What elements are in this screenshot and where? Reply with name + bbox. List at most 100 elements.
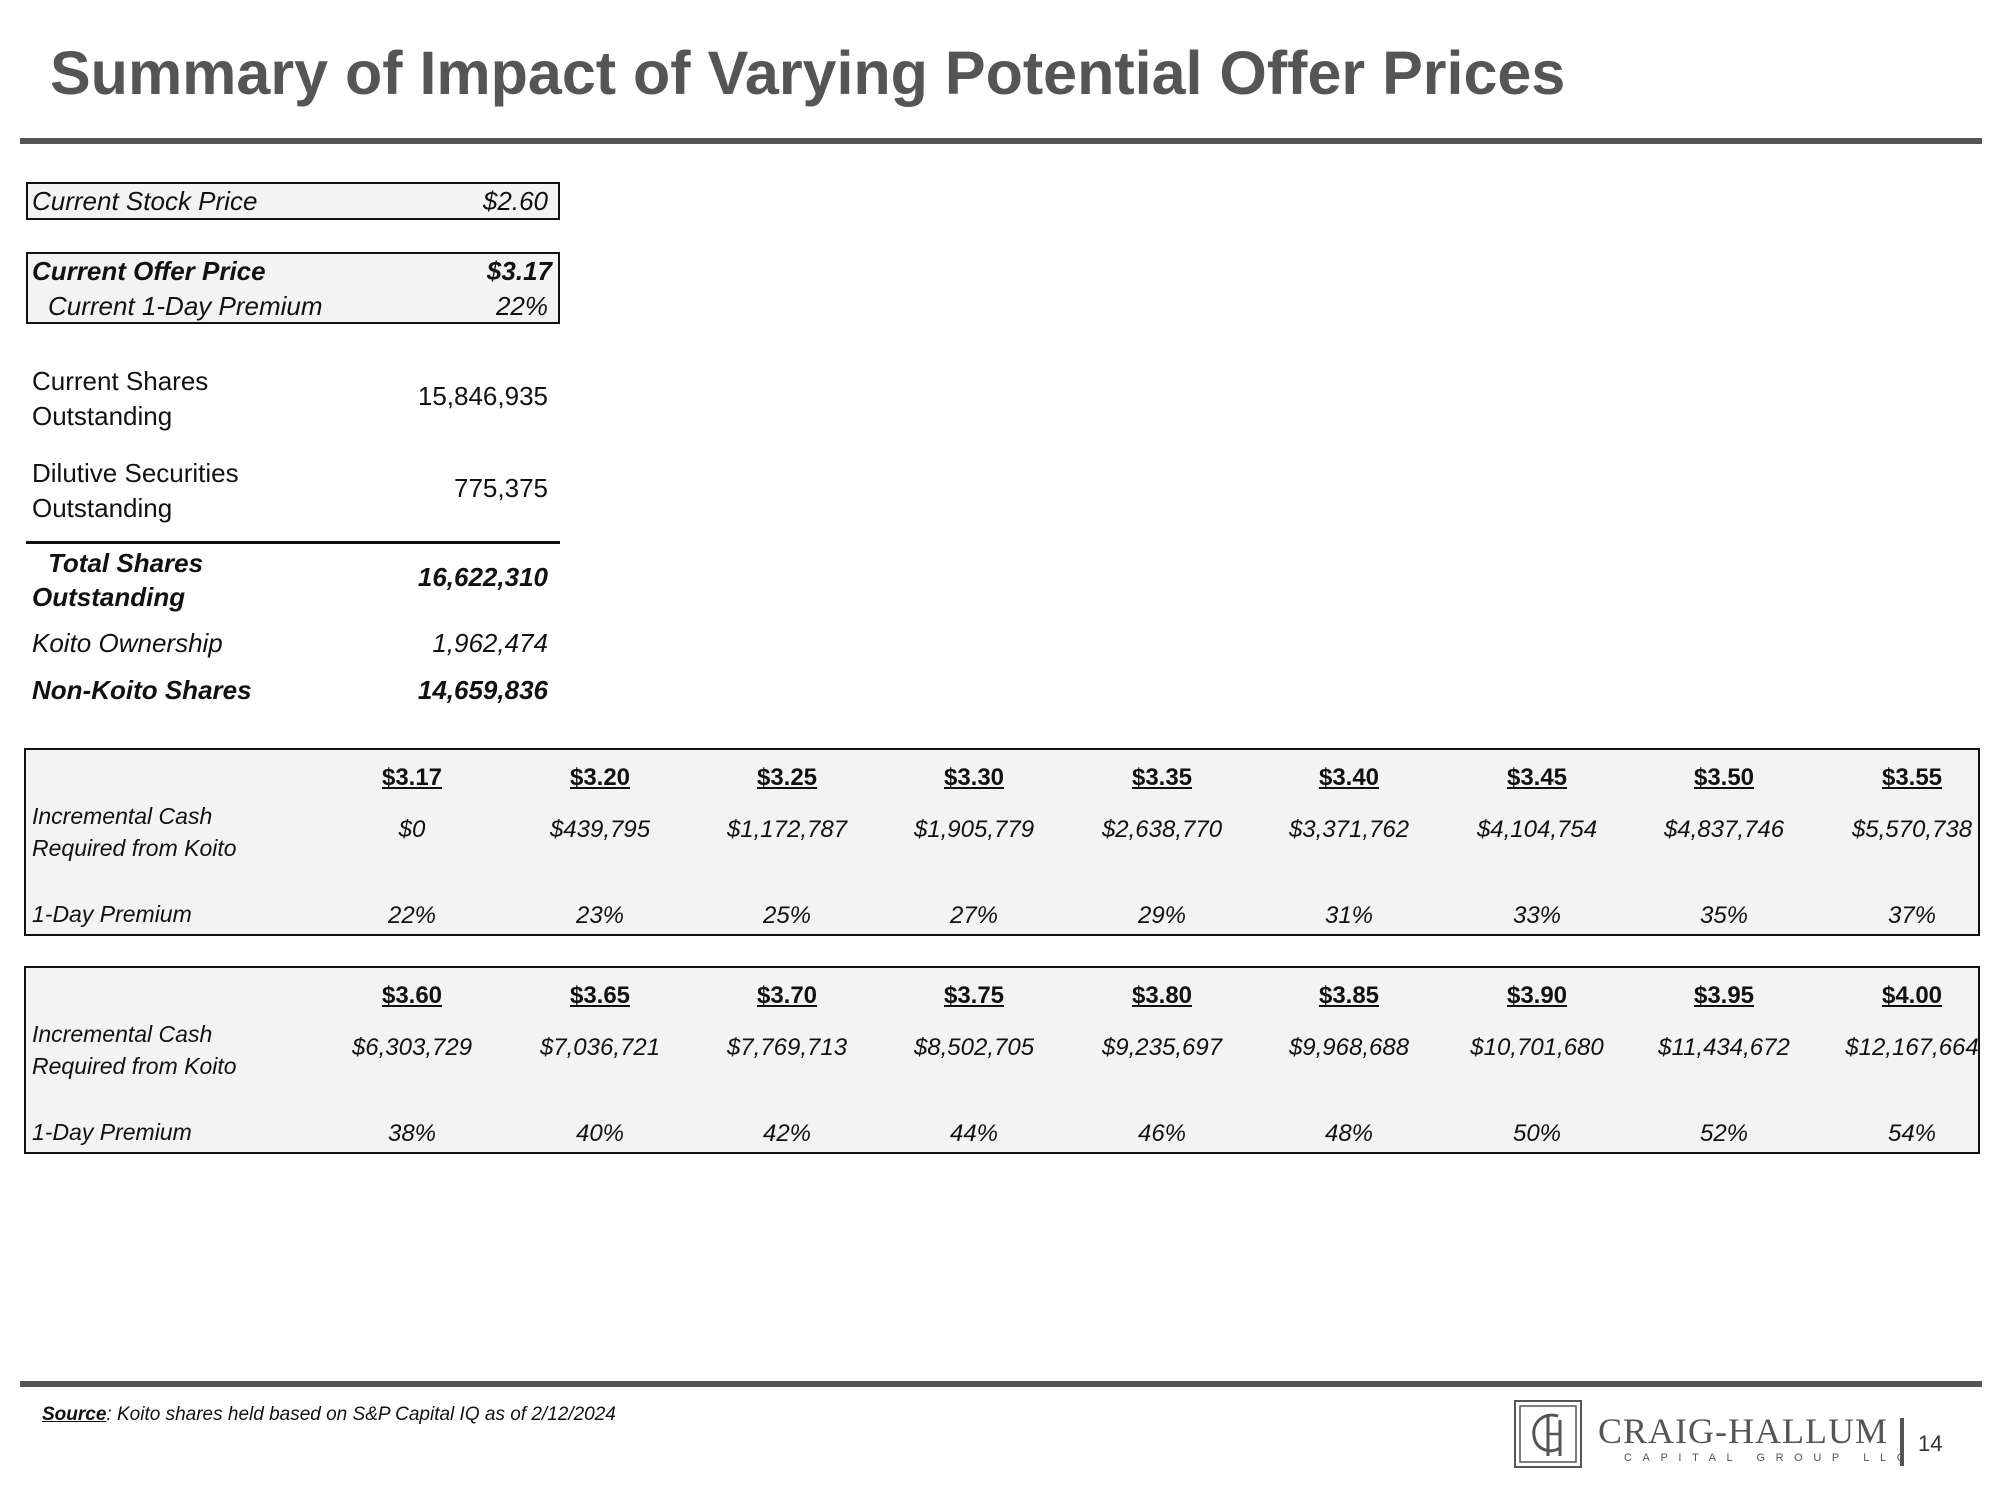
premium-value: 44% xyxy=(949,1120,999,1147)
price-header: $3.75 xyxy=(943,982,1005,1009)
cash-value: $5,570,738 xyxy=(1851,816,1973,843)
page-title: Summary of Impact of Varying Potential O… xyxy=(50,39,1566,107)
brand-subtitle: CAPITAL GROUP LLC xyxy=(1624,1452,1916,1464)
koito-ownership-label: Koito Ownership xyxy=(32,628,223,658)
price-header: $3.65 xyxy=(569,982,631,1009)
cash-row-label: Incremental Cash Required from Koito xyxy=(32,800,237,864)
total-shares-label-2: Outstanding xyxy=(32,582,186,612)
total-shares-row: Total Shares Outstanding 16,622,310 xyxy=(26,546,560,616)
premium-value: 40% xyxy=(575,1120,625,1147)
price-header: $3.35 xyxy=(1131,764,1193,791)
cash-value: $9,968,688 xyxy=(1288,1034,1410,1061)
premium-value: 31% xyxy=(1324,902,1374,929)
current-premium-label: Current 1-Day Premium xyxy=(48,291,323,321)
cash-value: $6,303,729 xyxy=(351,1034,473,1061)
premium-value: 54% xyxy=(1887,1120,1937,1147)
price-header: $3.90 xyxy=(1506,982,1568,1009)
cash-row-label-2: Required from Koito xyxy=(32,835,237,861)
cash-value: $0 xyxy=(398,816,426,843)
footer-separator xyxy=(1900,1418,1904,1466)
price-header: $3.17 xyxy=(381,764,443,791)
total-shares-value: 16,622,310 xyxy=(417,562,548,592)
cash-value: $8,502,705 xyxy=(913,1034,1035,1061)
price-header: $3.20 xyxy=(569,764,631,791)
premium-value: 23% xyxy=(575,902,625,929)
premium-row-label: 1-Day Premium xyxy=(32,1119,192,1145)
cash-value: $3,371,762 xyxy=(1288,816,1410,843)
cash-row-label: Incremental Cash Required from Koito xyxy=(32,1018,237,1082)
cash-value: $7,769,713 xyxy=(726,1034,848,1061)
price-header: $3.55 xyxy=(1881,764,1943,791)
current-premium-value: 22% xyxy=(495,291,548,321)
source-text: : Koito shares held based on S&P Capital… xyxy=(106,1404,616,1425)
shares-outstanding-label-2: Outstanding xyxy=(32,401,173,431)
cash-value: $4,837,746 xyxy=(1663,816,1785,843)
price-header: $4.00 xyxy=(1881,982,1943,1009)
cash-value: $9,235,697 xyxy=(1101,1034,1223,1061)
cash-value: $4,104,754 xyxy=(1476,816,1598,843)
sensitivity-table-1: Incremental Cash Required from Koito 1-D… xyxy=(24,748,1980,936)
premium-value: 29% xyxy=(1137,902,1187,929)
offer-price-label: Current Offer Price xyxy=(32,256,266,286)
price-header: $3.45 xyxy=(1506,764,1568,791)
price-header: $3.85 xyxy=(1318,982,1380,1009)
offer-price-box xyxy=(26,252,560,324)
cash-value: $1,905,779 xyxy=(913,816,1035,843)
stock-price-value: $2.60 xyxy=(482,186,548,216)
source-label: Source xyxy=(42,1404,107,1425)
cash-value: $11,434,672 xyxy=(1658,1034,1790,1061)
price-header: $3.70 xyxy=(756,982,818,1009)
dilutive-securities-label: Dilutive Securities Outstanding xyxy=(32,456,239,526)
brand-name: CRAIG-HALLUM xyxy=(1598,1411,1888,1451)
dilutive-securities-label-2: Outstanding xyxy=(32,493,173,523)
title-divider xyxy=(20,138,1982,144)
total-divider xyxy=(26,541,560,544)
offer-price-value: $3.17 xyxy=(486,256,552,286)
price-header: $3.80 xyxy=(1131,982,1193,1009)
page-number: 14 xyxy=(1918,1431,1943,1456)
dilutive-securities-label-1: Dilutive Securities xyxy=(32,458,239,488)
shares-outstanding-value: 15,846,935 xyxy=(417,381,548,411)
price-header: $3.40 xyxy=(1318,764,1380,791)
price-header: $3.25 xyxy=(756,764,818,791)
dilutive-securities-row: Dilutive Securities Outstanding 775,375 xyxy=(26,456,560,526)
stock-price-label: Current Stock Price xyxy=(32,186,258,216)
premium-value: 37% xyxy=(1887,902,1937,929)
premium-value: 27% xyxy=(949,902,999,929)
stock-price-box xyxy=(26,182,560,220)
premium-value: 50% xyxy=(1512,1120,1562,1147)
sensitivity-table-2: Incremental Cash Required from Koito 1-D… xyxy=(24,966,1980,1154)
price-header: $3.30 xyxy=(943,764,1005,791)
cash-value: $10,701,680 xyxy=(1470,1034,1604,1061)
premium-value: 35% xyxy=(1699,902,1749,929)
premium-value: 25% xyxy=(762,902,812,929)
non-koito-shares-label: Non-Koito Shares xyxy=(32,675,252,705)
cash-value: $2,638,770 xyxy=(1101,816,1223,843)
premium-value: 38% xyxy=(387,1120,437,1147)
cash-value: $12,167,664 xyxy=(1845,1034,1979,1061)
footer-divider xyxy=(20,1381,1982,1387)
craig-hallum-logo-icon xyxy=(1514,1400,1582,1468)
cash-value: $7,036,721 xyxy=(539,1034,661,1061)
premium-value: 42% xyxy=(762,1120,812,1147)
premium-row-label: 1-Day Premium xyxy=(32,901,192,927)
premium-value: 48% xyxy=(1324,1120,1374,1147)
cash-row-label-2: Required from Koito xyxy=(32,1053,237,1079)
cash-row-label-1: Incremental Cash xyxy=(32,1021,213,1047)
premium-value: 46% xyxy=(1137,1120,1187,1147)
cash-row-label-1: Incremental Cash xyxy=(32,803,213,829)
shares-outstanding-label-1: Current Shares xyxy=(32,366,209,396)
cash-value: $439,795 xyxy=(549,816,651,843)
premium-value: 33% xyxy=(1512,902,1562,929)
koito-ownership-value: 1,962,474 xyxy=(432,628,548,658)
shares-outstanding-row: Current Shares Outstanding 15,846,935 xyxy=(26,364,560,434)
source-note: Source: Koito shares held based on S&P C… xyxy=(42,1404,616,1426)
non-koito-shares-value: 14,659,836 xyxy=(417,675,548,705)
premium-value: 52% xyxy=(1699,1120,1749,1147)
dilutive-securities-value: 775,375 xyxy=(454,473,548,503)
price-header: $3.50 xyxy=(1693,764,1755,791)
cash-value: $1,172,787 xyxy=(726,816,848,843)
total-shares-label: Total Shares Outstanding xyxy=(32,546,203,614)
price-header: $3.60 xyxy=(381,982,443,1009)
premium-value: 22% xyxy=(387,902,437,929)
